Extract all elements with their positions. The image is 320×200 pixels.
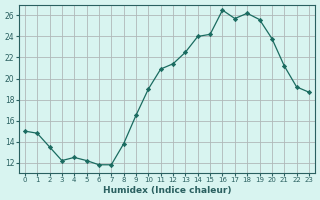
X-axis label: Humidex (Indice chaleur): Humidex (Indice chaleur) (103, 186, 231, 195)
